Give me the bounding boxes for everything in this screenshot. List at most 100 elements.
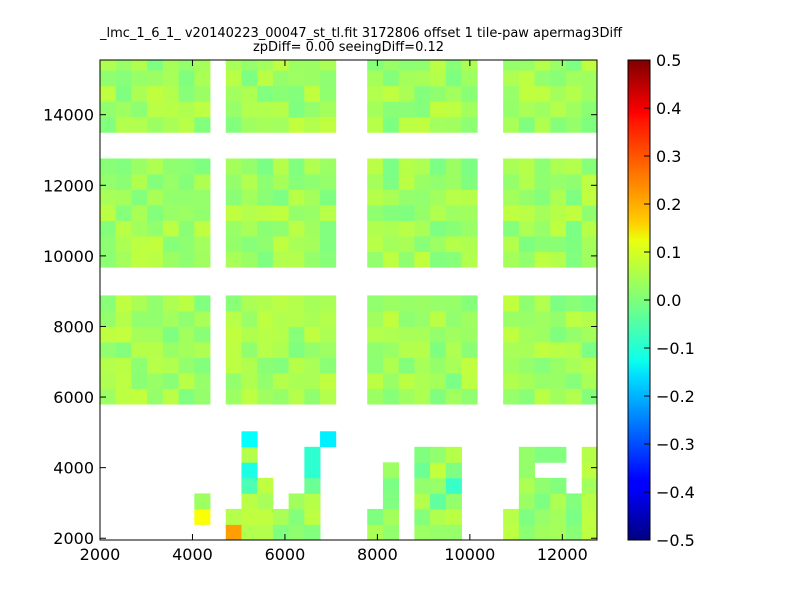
heatmap-cell (518, 116, 535, 133)
heatmap-cell (518, 70, 535, 87)
chart-title: _lmc_1_6_1_ v20140223_00047_st_tl.fit 31… (100, 26, 623, 41)
heatmap-cell (194, 60, 211, 71)
heatmap-cell (288, 524, 305, 540)
heatmap-cell (414, 101, 431, 118)
heatmap-cell (414, 174, 431, 190)
heatmap-cell (257, 236, 274, 253)
heatmap-cell (534, 508, 551, 525)
heatmap-cell (382, 477, 400, 494)
heatmap-cell (162, 373, 179, 389)
heatmap-cell (115, 357, 132, 374)
heatmap-cell (430, 388, 447, 405)
heatmap-cell (414, 373, 431, 389)
heatmap-cell (367, 174, 384, 190)
heatmap-cell (503, 251, 520, 268)
heatmap-cell (147, 236, 164, 253)
heatmap-cell (115, 158, 132, 175)
heatmap-cell (414, 220, 431, 237)
heatmap-cell (566, 236, 583, 253)
heatmap-cell (518, 388, 535, 405)
heatmap-cell (445, 236, 462, 253)
heatmap-cell (257, 70, 274, 87)
heatmap-cell (430, 205, 447, 221)
heatmap-cell (194, 388, 211, 405)
heatmap-cell (100, 189, 117, 206)
heatmap-cell (382, 310, 400, 327)
heatmap-cell (382, 342, 400, 358)
heatmap-cell (162, 236, 179, 253)
heatmap-cell (241, 388, 258, 405)
heatmap-cell (550, 101, 567, 118)
heatmap-cell (241, 101, 258, 118)
heatmap-cell (288, 236, 305, 253)
heatmap-cell (272, 524, 290, 540)
heatmap-cell (241, 373, 258, 389)
heatmap-cell (131, 295, 148, 312)
heatmap-cell (566, 189, 583, 206)
heatmap-cell (162, 70, 179, 87)
heatmap-cell (566, 174, 583, 190)
heatmap-cell (304, 251, 321, 268)
heatmap-cell (147, 373, 164, 389)
heatmap-cell (414, 462, 431, 479)
heatmap-cell (367, 310, 384, 327)
heatmap-cell (414, 158, 431, 175)
heatmap-cell (581, 85, 597, 102)
heatmap-cell (503, 295, 520, 312)
heatmap-cell (398, 342, 415, 358)
heatmap-cell (581, 446, 597, 463)
heatmap-cell (550, 295, 567, 312)
heatmap-cell (272, 295, 290, 312)
heatmap-cell (398, 189, 415, 206)
heatmap-cell (550, 70, 567, 87)
heatmap-cell (581, 251, 597, 268)
heatmap-cell (131, 310, 148, 327)
heatmap-cell (430, 446, 447, 463)
heatmap-cell (461, 174, 478, 190)
heatmap-cell (162, 205, 179, 221)
heatmap-cell (430, 101, 447, 118)
heatmap-cell (194, 220, 211, 237)
heatmap-cell (581, 236, 597, 253)
heatmap-cell (288, 60, 305, 71)
heatmap-cell (550, 116, 567, 133)
heatmap-cell (550, 342, 567, 358)
heatmap-cell (518, 220, 535, 237)
heatmap-cell (257, 342, 274, 358)
heatmap-cell (550, 60, 567, 71)
heatmap-cell (367, 85, 384, 102)
heatmap-cell (534, 251, 551, 268)
heatmap-cell (241, 310, 258, 327)
heatmap-cell (581, 70, 597, 87)
heatmap-cell (320, 60, 337, 71)
heatmap-cell (131, 357, 148, 374)
heatmap-cell (414, 342, 431, 358)
heatmap-cell (566, 493, 583, 510)
heatmap-cell (461, 158, 478, 175)
heatmap-cell (147, 189, 164, 206)
heatmap-cell (430, 116, 447, 133)
heatmap-cell (518, 158, 535, 175)
heatmap-cell (566, 524, 583, 540)
heatmap-cell (430, 342, 447, 358)
heatmap-cell (100, 158, 117, 175)
heatmap-cell (445, 116, 462, 133)
heatmap-cell (445, 373, 462, 389)
heatmap-cell (382, 60, 400, 71)
heatmap-cell (461, 70, 478, 87)
heatmap-cell (382, 220, 400, 237)
heatmap-cell (320, 205, 337, 221)
heatmap-cell (461, 205, 478, 221)
heatmap-cell (461, 189, 478, 206)
heatmap-cell (178, 236, 195, 253)
heatmap-cell (100, 251, 117, 268)
heatmap-cell (534, 174, 551, 190)
heatmap-cell (382, 462, 400, 479)
heatmap-cell (178, 251, 195, 268)
heatmap-cell (503, 326, 520, 343)
heatmap-cell (534, 342, 551, 358)
heatmap-cell (550, 493, 567, 510)
heatmap-cell (430, 85, 447, 102)
colorbar-tick-label: 0.2 (656, 195, 681, 214)
heatmap-cell (272, 174, 290, 190)
